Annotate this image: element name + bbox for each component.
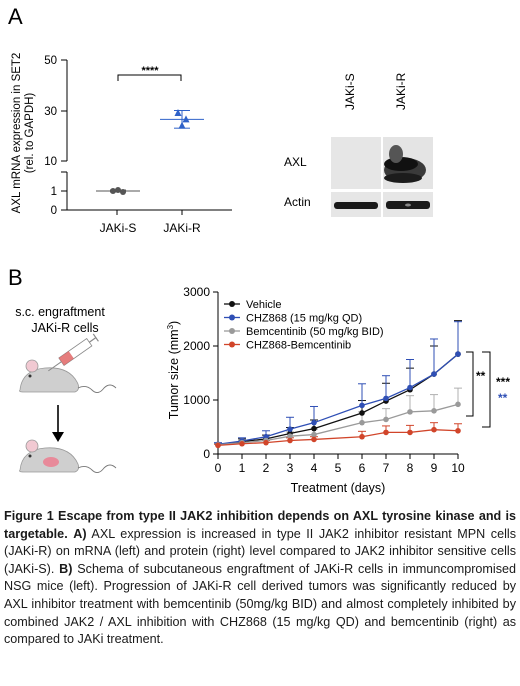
significance-outer-blue: ** xyxy=(498,391,508,405)
legend-marker xyxy=(229,314,235,321)
panel-a-letter: A xyxy=(8,4,23,29)
blot-row-label: Actin xyxy=(284,195,311,209)
data-point xyxy=(359,433,365,440)
data-point xyxy=(407,384,413,391)
legend-marker xyxy=(229,301,235,307)
panel-a-ylabel-line1: AXL mRNA expression in SET2 xyxy=(11,53,23,214)
growth-chart-xlabel: Treatment (days) xyxy=(291,481,386,495)
data-point xyxy=(431,371,437,377)
series-line xyxy=(217,429,459,447)
panel-a-significance: **** xyxy=(141,65,159,77)
caption-label-b: B) xyxy=(59,561,73,576)
figure-canvas: A AXL mRNA expression in SET2 (rel. to G… xyxy=(8,4,510,495)
legend-marker xyxy=(229,341,235,348)
panel-a-ytick: 30 xyxy=(44,106,57,118)
data-point xyxy=(115,187,121,194)
x-tick-label: 2 xyxy=(263,461,270,475)
data-point xyxy=(215,442,221,449)
legend-label: Bemcentinib (50 mg/kg BID) xyxy=(246,326,384,338)
significance-inner: ** xyxy=(476,369,486,383)
panel-a-ylabel-line2: (rel. to GAPDH) xyxy=(24,93,36,174)
down-arrow-icon xyxy=(52,405,64,442)
panel-a-axes xyxy=(61,59,232,215)
schema-line1: s.c. engraftment xyxy=(15,305,105,319)
data-point xyxy=(383,395,389,402)
caption-bold-intro: Figure 1 Escape from type II JAK2 inhibi… xyxy=(4,509,516,541)
caption-label-a: A) xyxy=(73,526,87,541)
panel-a-ytick: 50 xyxy=(44,55,57,67)
panel-a-xtick: JAKi-S xyxy=(100,221,137,235)
y-tick-label: 1000 xyxy=(183,393,210,407)
data-point xyxy=(455,401,461,408)
panel-a-ytick: 0 xyxy=(51,205,57,217)
mouse-injection-illustration xyxy=(19,333,117,393)
legend-label: CHZ868 (15 mg/kg QD) xyxy=(246,313,362,325)
blot-lane-label: JAKi-S xyxy=(343,73,357,110)
data-point xyxy=(359,419,365,426)
data-point xyxy=(182,115,190,123)
data-point xyxy=(359,410,365,416)
data-point xyxy=(431,408,437,414)
data-point xyxy=(311,425,317,432)
data-point xyxy=(311,431,317,438)
data-point xyxy=(174,109,182,117)
panel-b-letter: B xyxy=(8,265,23,290)
data-point xyxy=(359,402,365,409)
x-tick-label: 4 xyxy=(311,461,318,475)
x-tick-label: 3 xyxy=(287,461,294,475)
western-blot-image xyxy=(331,137,433,217)
legend-marker xyxy=(229,328,235,334)
data-point xyxy=(407,429,413,436)
data-point xyxy=(120,188,126,195)
data-point xyxy=(383,416,389,423)
x-tick-label: 9 xyxy=(431,461,438,475)
x-tick-label: 5 xyxy=(335,461,342,475)
x-tick-label: 7 xyxy=(383,461,390,475)
data-point xyxy=(455,427,461,434)
panel-a-significance-bracket xyxy=(117,74,182,81)
data-point xyxy=(383,429,389,436)
blot-lane-label: JAKi-R xyxy=(394,72,408,110)
data-point xyxy=(287,437,293,444)
growth-chart: 0 1000 2000 3000 0 1 2 3 4 5 6 7 8 9 10 Vehicle CHZ868 (… xyxy=(183,285,465,475)
mouse-tumor-illustration xyxy=(19,439,117,473)
significance-outer-black: *** xyxy=(496,375,510,389)
data-point xyxy=(311,436,317,443)
growth-chart-ylabel: Tumor size (mm3) xyxy=(166,321,181,419)
data-point xyxy=(263,439,269,446)
data-point xyxy=(178,121,186,129)
x-tick-label: 0 xyxy=(215,461,222,475)
series-line xyxy=(217,403,459,446)
x-tick-label: 10 xyxy=(451,461,465,475)
panel-a-ytick: 10 xyxy=(44,156,57,168)
data-point xyxy=(287,433,293,439)
data-point xyxy=(311,419,317,426)
y-tick-label: 2000 xyxy=(183,339,210,353)
data-point xyxy=(110,188,116,194)
x-tick-label: 6 xyxy=(359,461,366,475)
legend-label: Vehicle xyxy=(246,299,281,311)
blot-row-label: AXL xyxy=(284,155,307,169)
growth-significance-brackets xyxy=(466,351,491,428)
series-line xyxy=(217,353,459,446)
panel-a-ytick: 1 xyxy=(51,186,57,198)
caption-text-a: AXL expression is increased in type II J… xyxy=(4,526,517,576)
data-point xyxy=(287,426,293,432)
y-tick-label: 0 xyxy=(203,447,210,461)
x-tick-label: 8 xyxy=(407,461,414,475)
legend-label: CHZ868-Bemcentinib xyxy=(246,340,351,352)
y-tick-label: 3000 xyxy=(183,285,210,299)
series-line xyxy=(217,353,459,445)
schema-line2: JAKi-R cells xyxy=(31,321,98,335)
data-point xyxy=(407,409,413,415)
data-point xyxy=(455,351,461,357)
x-tick-label: 1 xyxy=(239,461,246,475)
panel-a-data-marks xyxy=(96,109,204,195)
caption-text-b: Schema of subcutaneous engraftment of JA… xyxy=(4,561,516,647)
figure-caption: Figure 1 Escape from type II JAK2 inhibi… xyxy=(4,508,516,649)
data-point xyxy=(431,426,437,433)
data-point xyxy=(239,440,245,447)
panel-a-xtick: JAKi-R xyxy=(163,221,201,235)
